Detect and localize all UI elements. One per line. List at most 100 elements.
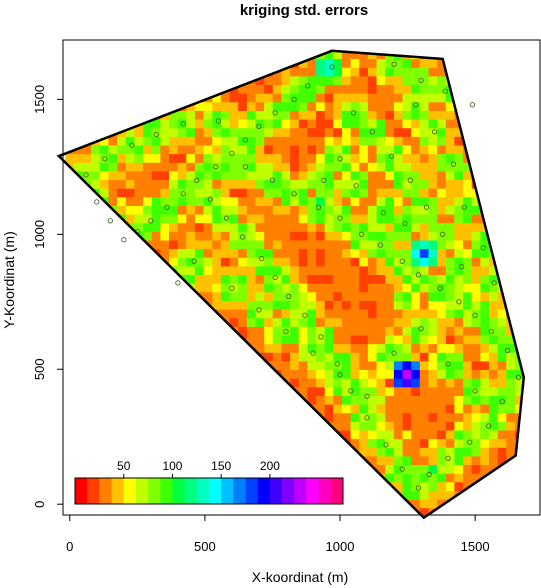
field-cell	[411, 438, 421, 448]
field-cell	[489, 265, 499, 275]
field-cell	[489, 317, 499, 327]
field-cell	[212, 248, 222, 258]
field-cell	[324, 50, 335, 60]
field-cell	[393, 325, 404, 336]
field-cell	[324, 230, 335, 241]
field-cell	[238, 118, 248, 129]
field-cell	[515, 325, 524, 336]
field-cell	[333, 41, 343, 51]
field-cell	[402, 369, 413, 379]
field-cell	[489, 135, 499, 146]
x-tick-label: 500	[194, 539, 216, 554]
field-cell	[316, 377, 326, 388]
field-cell	[437, 446, 447, 457]
field-cell	[463, 429, 473, 440]
field-cell	[91, 455, 101, 465]
field-cell	[125, 144, 136, 155]
field-cell	[376, 334, 387, 345]
field-cell	[82, 213, 93, 224]
field-cell	[437, 248, 447, 258]
field-cell	[350, 239, 361, 250]
field-cell	[238, 179, 248, 189]
field-cell	[117, 58, 127, 68]
field-cell	[65, 308, 75, 319]
field-cell	[350, 360, 361, 370]
field-cell	[367, 213, 378, 224]
field-cell	[212, 446, 222, 457]
field-cell	[220, 282, 231, 293]
field-cell	[73, 118, 84, 129]
field-cell	[73, 248, 84, 258]
field-cell	[255, 187, 266, 198]
field-cell	[125, 230, 136, 241]
field-cell	[463, 343, 473, 353]
field-cell	[73, 334, 84, 345]
field-cell	[437, 92, 447, 103]
field-cell	[393, 282, 404, 293]
field-cell	[65, 386, 75, 396]
field-cell	[359, 230, 369, 241]
field-cell	[471, 472, 482, 483]
field-cell	[307, 412, 317, 422]
field-cell	[186, 464, 196, 474]
field-cell	[515, 464, 524, 474]
field-cell	[169, 291, 179, 301]
field-cell	[445, 230, 456, 241]
field-cell	[376, 213, 387, 224]
field-cell	[195, 101, 205, 111]
field-cell	[471, 464, 482, 474]
field-cell	[515, 490, 524, 500]
field-cell	[117, 170, 127, 180]
field-cell	[246, 92, 257, 103]
field-cell	[73, 446, 84, 457]
field-cell	[454, 256, 464, 267]
field-cell	[367, 490, 378, 500]
field-cell	[65, 403, 75, 414]
sample-point	[491, 280, 497, 286]
field-cell	[515, 58, 524, 68]
field-cell	[333, 239, 343, 250]
field-cell	[402, 429, 413, 440]
field-cell	[359, 490, 369, 500]
field-cell	[498, 41, 508, 51]
field-cell	[281, 84, 292, 94]
field-cell	[264, 153, 274, 163]
field-cell	[264, 395, 274, 405]
field-cell	[255, 420, 266, 431]
field-cell	[350, 265, 361, 275]
field-cell	[264, 343, 274, 353]
field-cell	[272, 291, 283, 301]
field-cell	[255, 386, 266, 396]
field-cell	[454, 248, 464, 258]
field-cell	[290, 334, 300, 345]
field-cell	[290, 360, 300, 370]
field-cell	[428, 351, 439, 362]
field-cell	[342, 84, 352, 94]
field-cell	[463, 66, 473, 77]
field-cell	[367, 110, 378, 120]
field-cell	[445, 386, 456, 396]
field-cell	[367, 265, 378, 275]
sample-point	[445, 455, 451, 461]
field-cell	[73, 135, 84, 146]
legend-swatch	[172, 478, 185, 504]
field-cell	[134, 144, 144, 155]
field-cell	[229, 403, 240, 414]
field-cell	[316, 515, 326, 518]
field-cell	[246, 161, 257, 172]
field-cell	[143, 248, 153, 258]
field-cell	[394, 41, 404, 51]
field-cell	[402, 334, 413, 345]
field-cell	[342, 455, 352, 465]
field-cell	[480, 101, 490, 111]
field-cell	[506, 515, 516, 518]
field-cell	[506, 472, 516, 483]
field-cell	[203, 282, 214, 293]
field-cell	[220, 300, 231, 310]
field-cell	[454, 291, 464, 301]
field-cell	[169, 127, 179, 137]
field-cell	[238, 265, 248, 275]
field-cell	[281, 101, 292, 111]
field-cell	[91, 84, 101, 94]
field-cell	[272, 438, 283, 448]
